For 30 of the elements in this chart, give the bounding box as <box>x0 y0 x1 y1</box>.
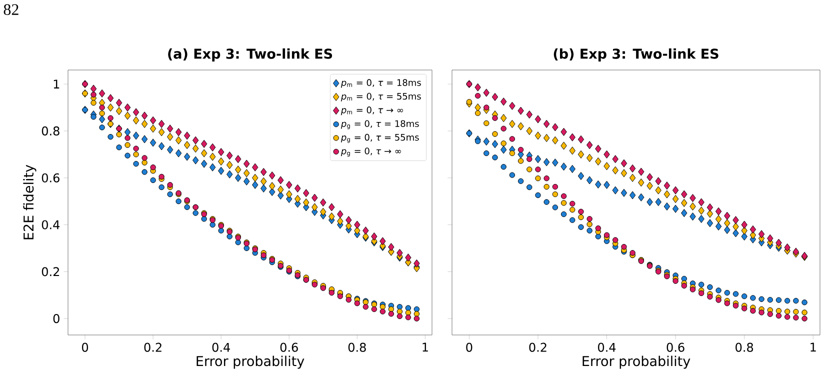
y-tick-label: 0.6 <box>42 173 60 182</box>
x-tick-label: 0.8 <box>348 342 366 352</box>
x-tick-label: 0 <box>82 342 88 352</box>
x-tick-label: 0.2 <box>529 342 546 352</box>
legend-label: p$_{m}$ = 0, τ = 18ms <box>340 79 421 88</box>
y-tick-label: 0 <box>53 314 60 324</box>
legend-label: p$_{m}$ = 0, τ = 55ms <box>340 92 421 102</box>
y-tick-label: 1 <box>54 80 60 88</box>
y-tick-label: 0.4 <box>42 220 60 230</box>
text: 82 <box>4 4 18 15</box>
x-axis-title: Error probability <box>582 356 690 369</box>
x-tick-label: 1 <box>810 342 816 352</box>
x-tick-label: 0.6 <box>280 342 298 352</box>
legend-label: p$_{g}$ = 0, τ = 55ms <box>340 134 419 143</box>
legend-label: p$_{g}$ = 0, τ = 18ms <box>340 120 419 130</box>
x-tick-label: 0 <box>466 342 472 352</box>
x-tick-label: 1 <box>422 342 428 352</box>
x-tick-label: 0.4 <box>212 342 230 352</box>
x-tick-label: 0.2 <box>144 342 162 352</box>
y-tick-label: 0.2 <box>42 267 60 276</box>
x-tick-label: 0.8 <box>736 342 754 352</box>
chart-title: (b) Exp 3: Two-link ES <box>554 48 718 62</box>
y-tick-label: 0.8 <box>42 126 60 136</box>
x-tick-label: 0.4 <box>598 342 616 352</box>
y-axis-title: E2E fidelity <box>23 164 36 240</box>
chart-title: (a) Exp 3: Two-link ES <box>168 48 332 62</box>
x-tick-label: 0.6 <box>666 342 684 352</box>
x-axis-title: Error probability <box>196 356 304 369</box>
legend-label: p$_{m}$ = 0, τ → ∞ <box>340 106 403 116</box>
legend-label: p$_{g}$ = 0, τ → ∞ <box>340 148 401 156</box>
